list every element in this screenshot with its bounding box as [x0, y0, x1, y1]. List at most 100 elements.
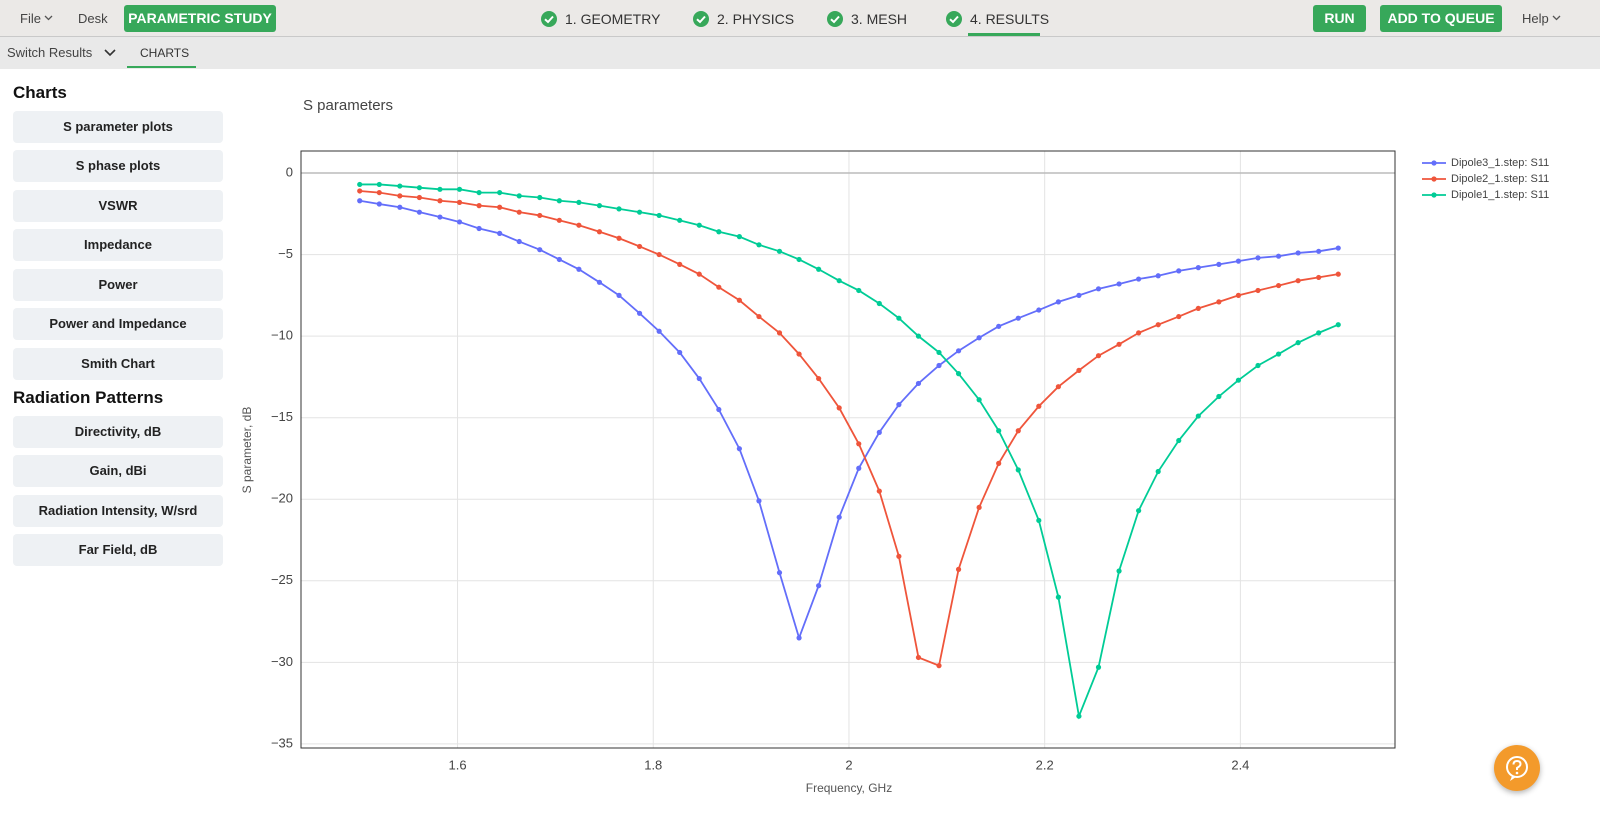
data-point: [357, 198, 363, 204]
data-point: [636, 209, 643, 215]
data-point: [1316, 274, 1322, 281]
data-point: [936, 362, 942, 369]
data-point: [896, 402, 902, 408]
data-point: [1195, 305, 1201, 312]
data-point: [357, 188, 363, 194]
data-point: [856, 287, 862, 294]
sidebar-heading: Charts: [13, 83, 67, 102]
data-point: [596, 279, 603, 285]
check-icon: [693, 11, 709, 27]
sidebar-button[interactable]: Gain, dBi: [13, 455, 223, 487]
caret: [44, 15, 53, 21]
data-point: [1176, 313, 1182, 320]
data-point: [955, 371, 962, 377]
sidebar-button[interactable]: Smith Chart: [13, 348, 223, 380]
data-point: [736, 446, 742, 452]
data-point: [1275, 282, 1282, 289]
data-point: [677, 349, 683, 356]
series-line: [359, 199, 1339, 641]
data-point: [1036, 307, 1042, 313]
data-point: [756, 313, 762, 320]
data-point: [1095, 286, 1102, 292]
chart-title: S parameters: [303, 97, 393, 114]
data-point: [955, 566, 962, 572]
sidebar-button[interactable]: S parameter plots: [13, 111, 223, 143]
file-menu[interactable]: File: [20, 11, 41, 26]
data-point: [1136, 508, 1142, 514]
sidebar-button[interactable]: Impedance: [13, 229, 223, 261]
switch-results[interactable]: Switch Results: [7, 45, 93, 60]
data-point: [1275, 351, 1282, 357]
x-tick-label: 2: [845, 757, 852, 772]
sidebar-button[interactable]: Far Field, dB: [13, 534, 223, 566]
data-point: [1235, 292, 1242, 298]
help-menu[interactable]: Help: [1522, 11, 1549, 26]
data-point: [576, 266, 582, 272]
data-point: [636, 310, 643, 316]
y-tick-label: 0: [286, 164, 293, 179]
data-point: [636, 243, 643, 250]
data-point: [677, 217, 683, 223]
data-point: [955, 348, 962, 354]
legend-label: Dipole2_1.step: S11: [1451, 173, 1549, 185]
data-point: [1076, 292, 1082, 298]
data-point: [537, 194, 543, 201]
data-point: [596, 203, 603, 209]
data-point: [1255, 362, 1261, 369]
data-point: [616, 235, 622, 241]
data-point: [476, 203, 482, 209]
data-point: [1116, 341, 1122, 347]
data-point: [1116, 281, 1122, 287]
data-point: [976, 335, 982, 341]
data-point: [716, 284, 722, 290]
data-point: [716, 229, 722, 235]
run-button[interactable]: RUN: [1313, 5, 1366, 32]
data-point: [376, 181, 382, 188]
y-tick-label: −15: [271, 409, 293, 424]
data-point: [1316, 330, 1322, 336]
sidebar-button[interactable]: Power: [13, 269, 223, 301]
data-point: [1055, 299, 1061, 305]
tab-underline: [127, 66, 196, 68]
data-point: [596, 229, 603, 235]
data-point: [1176, 437, 1182, 444]
charts-tab[interactable]: CHARTS: [140, 46, 190, 60]
data-point: [976, 397, 982, 403]
x-tick-label: 2.4: [1231, 757, 1249, 772]
sidebar-button[interactable]: Radiation Intensity, W/srd: [13, 495, 223, 527]
desk-link[interactable]: Desk: [78, 11, 108, 26]
sidebar-button[interactable]: VSWR: [13, 190, 223, 222]
data-point: [556, 217, 562, 223]
parametric-study-button[interactable]: PARAMETRIC STUDY: [124, 5, 276, 32]
check-icon: [541, 11, 557, 27]
data-point: [796, 351, 802, 357]
sidebar-button[interactable]: S phase plots: [13, 150, 223, 182]
help-button[interactable]: [1494, 745, 1540, 791]
data-point: [1155, 322, 1161, 328]
data-point: [1216, 299, 1222, 305]
sidebar-heading: Radiation Patterns: [13, 388, 164, 407]
step-tab[interactable]: 3. MESH: [851, 11, 908, 27]
data-point: [936, 349, 942, 356]
data-point: [996, 428, 1002, 434]
queue-button[interactable]: ADD TO QUEUE: [1380, 5, 1502, 32]
data-point: [1255, 287, 1261, 294]
sidebar-button[interactable]: Power and Impedance: [13, 308, 223, 340]
sidebar-button[interactable]: Directivity, dB: [13, 416, 223, 448]
step-tab[interactable]: 2. PHYSICS: [717, 11, 795, 27]
data-point: [1036, 403, 1042, 409]
data-point: [1235, 377, 1242, 383]
sub-bar: [0, 37, 1600, 69]
data-point: [416, 209, 423, 215]
data-point: [497, 230, 503, 236]
y-tick-label: −20: [271, 491, 293, 506]
data-point: [1055, 594, 1061, 600]
step-tab[interactable]: 4. RESULTS: [970, 11, 1050, 27]
data-point: [716, 406, 722, 413]
data-point: [456, 186, 463, 192]
data-point: [376, 201, 382, 207]
data-point: [776, 330, 783, 336]
legend-marker: [1431, 192, 1437, 198]
step-tab[interactable]: 1. GEOMETRY: [565, 11, 661, 27]
